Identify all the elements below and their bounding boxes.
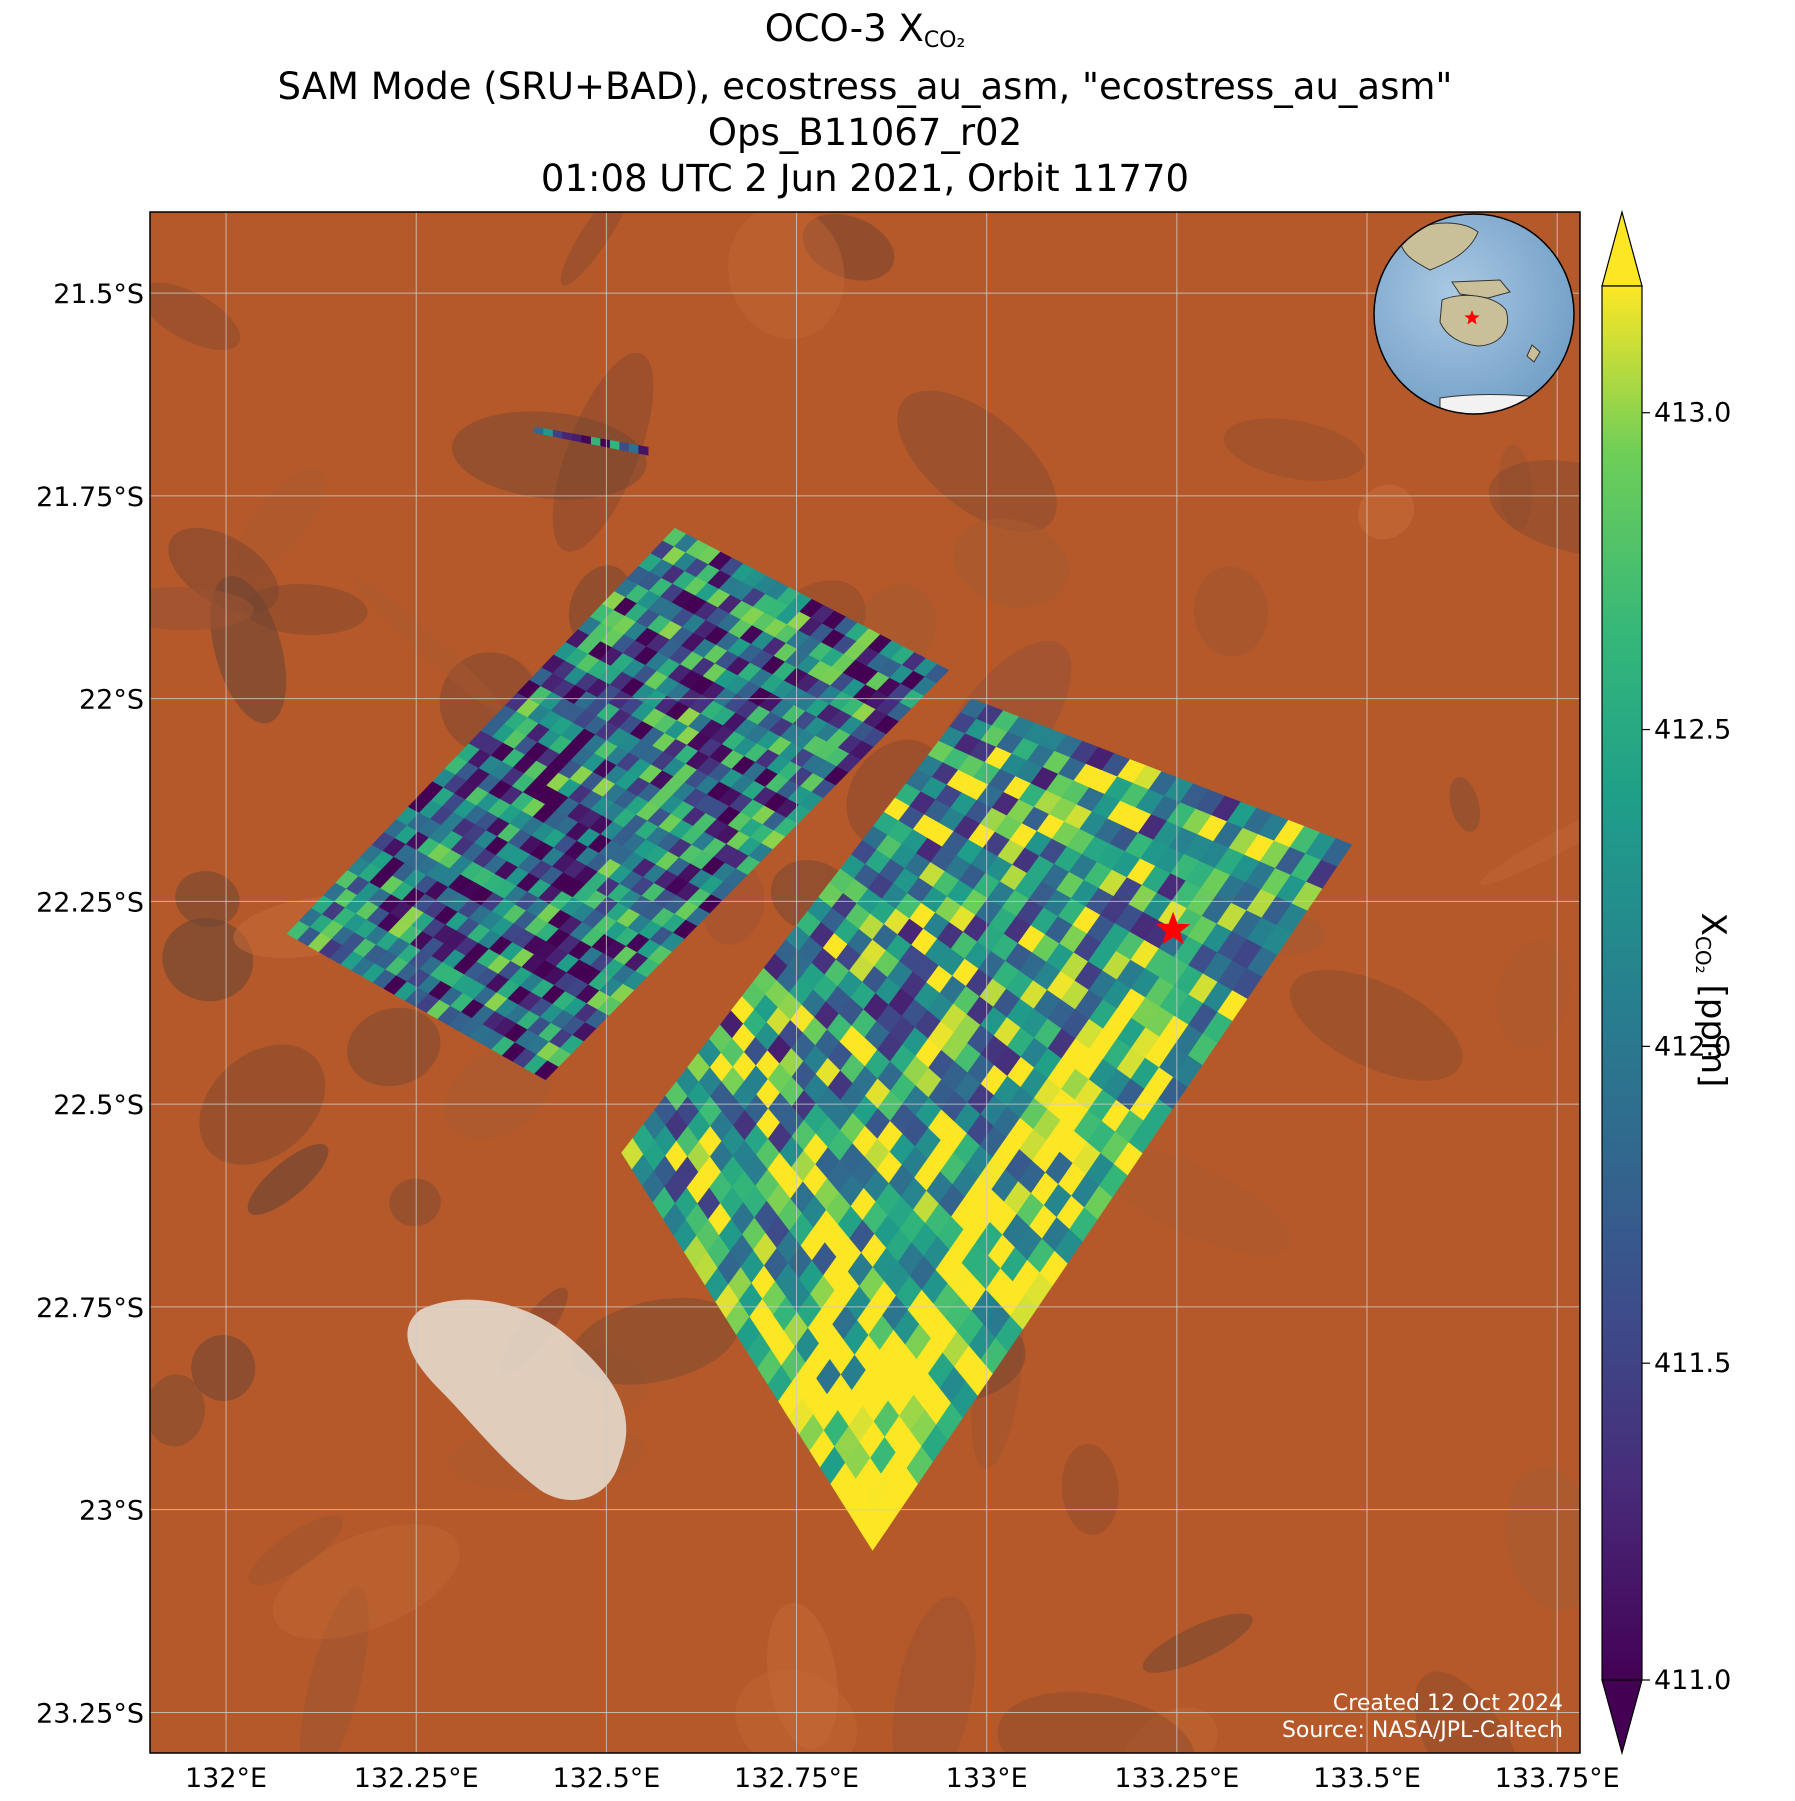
terrain-patch [347, 1007, 441, 1087]
colorbar-scale [1601, 285, 1643, 1681]
colorbar-extend-max [1601, 209, 1643, 287]
terrain-patch [353, 577, 508, 718]
terrain-patch [1142, 1613, 1253, 1673]
xco2-sounding [628, 443, 640, 454]
lat-tick-label: 22.25°S [36, 887, 144, 918]
lon-tick-label: 132°E [185, 1763, 267, 1794]
terrain-patch [162, 918, 254, 1002]
xco2-sounding [861, 1511, 888, 1551]
lon-tick-label: 133.5°E [1313, 1763, 1421, 1794]
xco2-sounding [619, 441, 630, 452]
title-line-3: Ops_B11067_r02 [707, 111, 1023, 154]
terrain-patch [1449, 777, 1481, 832]
colorbar: 411.0 411.5 412.0 412.5 413.0 [1601, 209, 1731, 1756]
title-xco2-prefix: OCO-3 X [764, 7, 924, 50]
terrain-patch [1505, 1467, 1580, 1611]
xco2-sounding [534, 1060, 559, 1081]
colorbar-tick-label: 411.0 [1654, 1665, 1731, 1696]
globe-star-icon [1464, 310, 1480, 325]
lat-tick-label: 23.25°S [36, 1698, 144, 1729]
terrain-patch [1193, 566, 1268, 657]
lat-tick-label: 21.75°S [36, 482, 144, 513]
lon-tick-label: 133°E [946, 1763, 1028, 1794]
colorbar-label-prefix: X [1693, 912, 1733, 936]
colorbar-tick-label: 413.0 [1654, 398, 1731, 429]
lon-tick-label: 132.5°E [552, 1763, 660, 1794]
terrain-patch [1498, 444, 1533, 530]
terrain-patch [191, 1335, 256, 1402]
target-star-icon [1155, 911, 1191, 945]
swath-northwest [286, 527, 950, 1081]
terrain-patch [1289, 969, 1463, 1081]
terrain-patch [802, 213, 895, 281]
colorbar-label-subscript: CO₂ [1691, 935, 1715, 974]
terrain-patch [444, 1045, 552, 1140]
colorbar-tick-label: 412.5 [1654, 715, 1731, 746]
xco2-sounding [590, 436, 602, 447]
terrain-patch [552, 352, 654, 552]
terrain-patch [953, 518, 1070, 608]
credit-source: Source: NASA/JPL-Caltech [1282, 1718, 1563, 1743]
title-xco2-subscript: CO₂ [923, 28, 966, 53]
terrain-patch [272, 1524, 460, 1640]
terrain-patch [1097, 1146, 1291, 1256]
colorbar-ticks: 411.0 411.5 412.0 412.5 413.0 [1642, 398, 1731, 1696]
colorbar-label-unit: [ppm] [1693, 973, 1733, 1088]
terrain-patch [1479, 791, 1580, 886]
lat-tick-label: 22.5°S [53, 1090, 144, 1121]
terrain-patch [150, 282, 241, 351]
map-frame [149, 211, 1581, 1754]
longitude-ticks: 132°E 132.25°E 132.5°E 132.75°E 133°E 133.25°… [185, 1763, 1620, 1794]
terrain-patch [560, 212, 633, 286]
terrain-patch [728, 212, 845, 340]
lon-tick-label: 132.75°E [734, 1763, 859, 1794]
terrain-patch [451, 411, 647, 500]
globe-outline [1373, 213, 1575, 415]
terrain-patch [150, 1374, 205, 1447]
terrain-patch [1414, 1671, 1524, 1753]
colorbar-tick-label: 412.0 [1654, 1031, 1731, 1062]
swath-small [533, 426, 649, 456]
colorbar-tick-label: 411.5 [1654, 1348, 1731, 1379]
xco2-sounding [600, 438, 611, 449]
lat-tick-label: 23°S [79, 1496, 144, 1527]
terrain-patch [1121, 1707, 1218, 1753]
terrain-patch [1061, 1443, 1119, 1535]
terrain-patch [1488, 460, 1580, 556]
lat-tick-label: 21.5°S [53, 279, 144, 310]
title-line-4: 01:08 UTC 2 Jun 2021, Orbit 11770 [540, 157, 1190, 200]
lon-tick-label: 133.75°E [1495, 1763, 1620, 1794]
terrain-patch [389, 1178, 441, 1227]
lat-tick-label: 22°S [79, 685, 144, 716]
terrain-patch [1357, 484, 1415, 540]
terrain-patch [571, 1297, 739, 1385]
terrain-patch [892, 1596, 976, 1753]
xco2-sounding [638, 445, 649, 456]
terrain-patch [175, 871, 240, 928]
lon-tick-label: 133.25°E [1114, 1763, 1239, 1794]
colorbar-extend-min [1601, 1679, 1643, 1756]
title-line-1: OCO-3 XCO₂ [0, 6, 1730, 64]
terrain-patch [997, 1691, 1196, 1753]
lat-tick-label: 22.75°S [36, 1293, 144, 1324]
terrain-patch [248, 1515, 343, 1586]
terrain-patch [150, 587, 254, 631]
salt-lake [407, 1299, 627, 1500]
title-line-2: SAM Mode (SRU+BAD), ecostress_au_asm, "e… [277, 65, 1453, 108]
terrain-patch [897, 390, 1057, 533]
terrain-patch [237, 468, 326, 572]
colorbar-label: XCO₂ [ppm] [1691, 913, 1733, 1088]
terrain-patch [247, 1143, 329, 1215]
latitude-ticks: 21.5°S 21.75°S 22°S 22.25°S 22.5°S 22.75°S 23°… [36, 279, 144, 1729]
xco2-swaths [286, 426, 1353, 1551]
figure-title: OCO-3 XCO₂ SAM Mode (SRU+BAD), ecostress… [0, 6, 1730, 202]
terrain-patch [1496, 940, 1570, 1049]
map-gridlines [150, 212, 1580, 1753]
credit-created: Created 12 Oct 2024 [1333, 1691, 1563, 1716]
terrain-patch [1223, 418, 1366, 481]
xco2-sounding [609, 440, 621, 450]
lon-tick-label: 132.25°E [354, 1763, 479, 1794]
terrain-patch [299, 1587, 369, 1753]
